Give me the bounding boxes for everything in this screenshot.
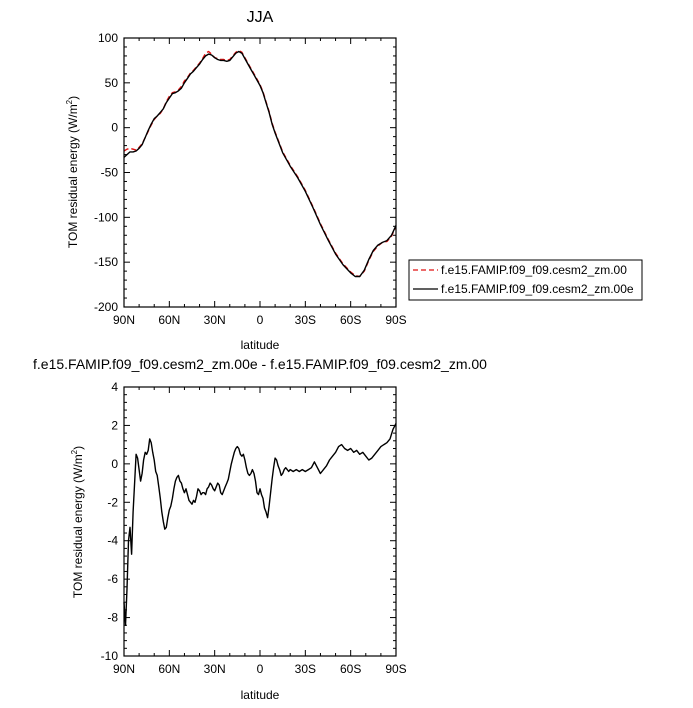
- top-x-tick-label: 90N: [113, 313, 135, 327]
- top-panel: JJA 90N 60N 30N 0 30S 60S 90S 100 50 0 -50 -100 -150…: [65, 9, 643, 352]
- bottom-x-tick-label: 60S: [340, 662, 361, 676]
- top-y-tick-label: -100: [94, 210, 118, 224]
- bottom-y-tick-label: 2: [111, 418, 118, 432]
- bottom-y-tick-label: -2: [107, 495, 118, 509]
- bottom-x-tick-label: 60N: [158, 662, 180, 676]
- bottom-y-axis-label: TOM residual energy (W/m2): [70, 446, 85, 598]
- bottom-ticks: 90N 60N 30N 0 30S 60S 90S 4 2 0 -2 -4 -6 -8 -10: [101, 380, 407, 676]
- legend-box: [408, 259, 643, 301]
- bottom-x-tick-label: 90N: [113, 662, 135, 676]
- bottom-series-line-0: [123, 423, 397, 626]
- top-series-line-1: [123, 50, 397, 278]
- bottom-y-tick-label: -8: [107, 611, 118, 625]
- top-x-tick-label: 30S: [295, 313, 316, 327]
- legend-entry-zm00: f.e15.FAMIP.f09_f09.cesm2_zm.00: [441, 263, 627, 277]
- top-ticks: 90N 60N 30N 0 30S 60S 90S 100 50 0 -50 -100 -150 -200: [94, 31, 407, 327]
- top-y-tick-label: -200: [94, 300, 118, 314]
- bottom-plot-frame: [123, 386, 397, 657]
- top-y-tick-label: 0: [111, 121, 118, 135]
- bottom-x-tick-label: 0: [257, 662, 264, 676]
- bottom-y-tick-label: 4: [111, 380, 118, 394]
- top-x-tick-label: 0: [257, 313, 264, 327]
- top-series-lines: [123, 49, 397, 278]
- top-y-tick-label: -150: [94, 255, 118, 269]
- top-y-tick-label: 100: [98, 31, 118, 45]
- legend: f.e15.FAMIP.f09_f09.cesm2_zm.00 f.e15.FA…: [408, 259, 643, 301]
- top-x-tick-label: 30N: [204, 313, 226, 327]
- top-chart-title: JJA: [247, 9, 274, 26]
- bottom-x-tick-label: 30N: [204, 662, 226, 676]
- bottom-x-tick-label: 30S: [295, 662, 316, 676]
- top-plot-frame: [123, 37, 397, 308]
- bottom-x-axis-label: latitude: [241, 688, 280, 702]
- bottom-y-tick-label: 0: [111, 457, 118, 471]
- top-y-tick-label: 50: [105, 76, 119, 90]
- bottom-y-tick-label: -4: [107, 534, 118, 548]
- top-y-axis-label: TOM residual energy (W/m2): [65, 96, 80, 248]
- top-y-tick-label: -50: [101, 166, 119, 180]
- top-x-axis-label: latitude: [241, 338, 280, 352]
- legend-entry-zm00e: f.e15.FAMIP.f09_f09.cesm2_zm.00e: [441, 282, 634, 296]
- top-x-tick-label: 90S: [385, 313, 406, 327]
- bottom-x-tick-label: 90S: [385, 662, 406, 676]
- top-x-tick-label: 60N: [158, 313, 180, 327]
- bottom-series-lines: [123, 423, 397, 626]
- bottom-y-tick-label: -10: [101, 649, 119, 663]
- bottom-y-tick-label: -6: [107, 572, 118, 586]
- top-x-tick-label: 60S: [340, 313, 361, 327]
- bottom-panel: f.e15.FAMIP.f09_f09.cesm2_zm.00e - f.e15…: [33, 356, 487, 702]
- bottom-chart-title: f.e15.FAMIP.f09_f09.cesm2_zm.00e - f.e15…: [33, 356, 487, 372]
